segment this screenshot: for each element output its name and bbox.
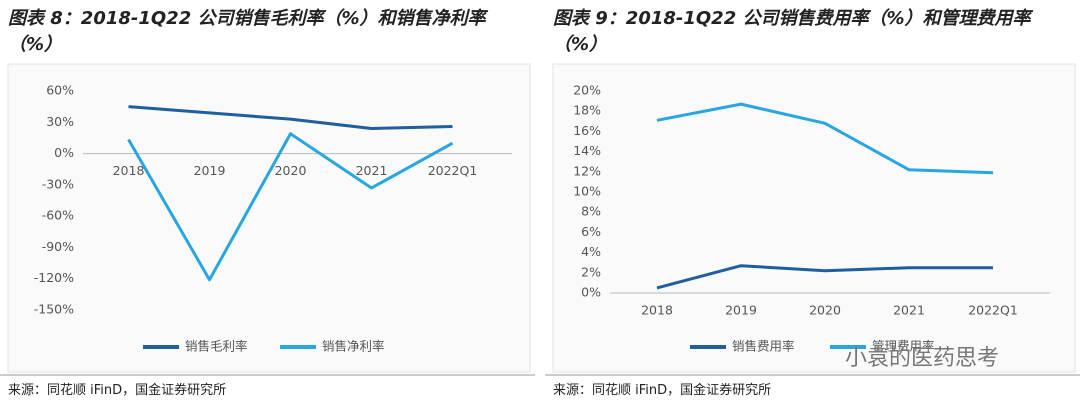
- series-line: [656, 264, 993, 290]
- y-tick-label: 8%: [581, 204, 601, 219]
- x-tick-label: 2022Q1: [428, 163, 478, 178]
- legend-label: 销售净利率: [322, 339, 385, 354]
- y-tick-label: 20%: [573, 83, 601, 98]
- x-tick-label: 2019: [725, 303, 757, 318]
- y-tick-label: 18%: [573, 103, 601, 118]
- y-tick-label: 12%: [573, 163, 601, 178]
- legend-label: 销售费用率: [732, 339, 795, 354]
- x-tick-label: 2022Q1: [968, 303, 1018, 318]
- y-tick-label: 30%: [46, 114, 74, 129]
- source: 来源：同花顺 iFinD，国金证券研究所: [553, 383, 772, 398]
- y-tick-label: 10%: [573, 184, 601, 199]
- x-tick-label: 2021: [893, 303, 925, 318]
- plot-background: [7, 63, 531, 373]
- y-tick-label: 2%: [581, 264, 601, 279]
- y-tick-label: -30%: [42, 176, 74, 191]
- x-tick-label: 2021: [356, 163, 388, 178]
- y-tick-label: 16%: [573, 123, 601, 138]
- series-line: [127, 132, 454, 282]
- chart-title: 图表 8：2018-1Q22 公司销售毛利率（%）和销售净利率（%）: [8, 8, 486, 55]
- y-tick-label: -120%: [34, 270, 74, 285]
- y-tick-label: 4%: [581, 244, 601, 259]
- panel: 图表 9：2018-1Q22 公司销售费用率（%）和管理费用率（%） 0% 2% 4…: [545, 0, 1080, 407]
- plot-background: [552, 63, 1076, 373]
- chart: 0% 2% 4% 6% 8% 10% 12% 14% 16% 18% 20% 2018 2019 2020…: [545, 63, 1080, 376]
- y-tick-label: 0%: [581, 285, 601, 300]
- panel: 图表 8：2018-1Q22 公司销售毛利率（%）和销售净利率（%） 60% 30…: [0, 0, 535, 407]
- source: 来源：同花顺 iFinD，国金证券研究所: [8, 383, 227, 398]
- legend-label: 管理费用率: [872, 339, 935, 354]
- series-line: [128, 105, 453, 131]
- x-tick-label: 2020: [809, 303, 841, 318]
- x-tick-label: 2019: [194, 163, 226, 178]
- y-tick-label: -90%: [42, 239, 74, 254]
- y-tick-label: -150%: [34, 302, 74, 317]
- chart-title: 图表 9：2018-1Q22 公司销售费用率（%）和管理费用率（%）: [553, 8, 1031, 55]
- y-tick-label: 0%: [54, 145, 74, 160]
- series-line: [656, 102, 994, 175]
- y-tick-label: 14%: [573, 143, 601, 158]
- x-tick-label: 2018: [113, 163, 145, 178]
- chart: 60% 30% 0% -30% -60% -90% -120% -150% 2018 2019 20…: [0, 63, 535, 376]
- y-tick-label: 6%: [581, 224, 601, 239]
- x-tick-label: 2018: [641, 303, 673, 318]
- legend-label: 销售毛利率: [185, 339, 248, 354]
- y-tick-label: -60%: [42, 208, 74, 223]
- watermark: 小袁的医药思考: [845, 346, 1000, 371]
- y-tick-label: 60%: [46, 83, 74, 98]
- x-tick-label: 2020: [275, 163, 307, 178]
